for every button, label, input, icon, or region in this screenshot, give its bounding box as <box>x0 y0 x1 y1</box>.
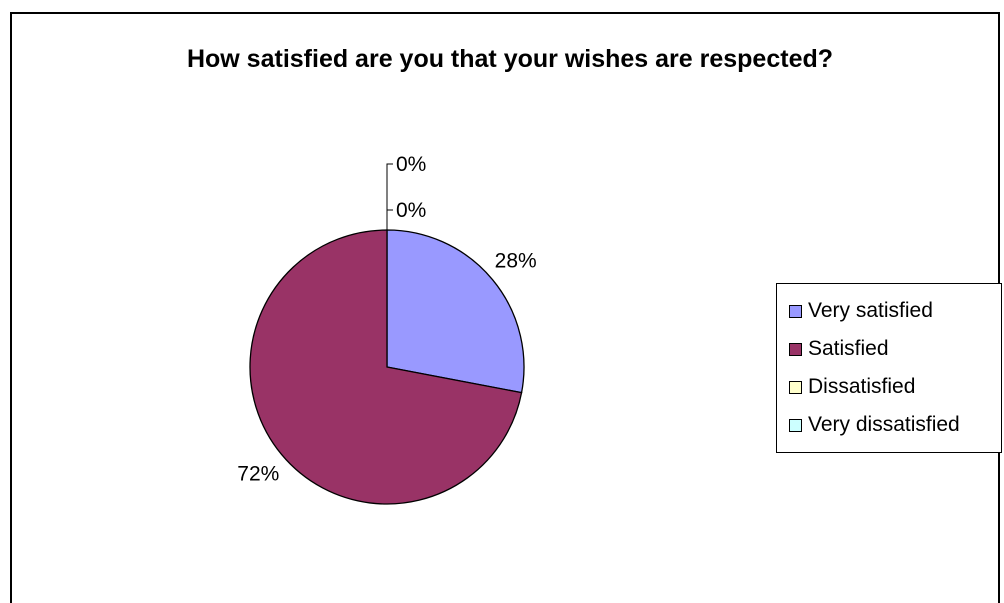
legend: Very satisfied Satisfied Dissatisfied Ve… <box>776 283 1002 453</box>
pie-slices <box>249 229 525 505</box>
legend-label: Very satisfied <box>808 299 933 322</box>
pie-slice-satisfied <box>249 229 523 505</box>
legend-label: Satisfied <box>808 337 889 360</box>
legend-item-satisfied: Satisfied <box>777 330 1001 368</box>
legend-swatch <box>789 380 802 394</box>
data-label-very-dissatisfied: 0% <box>396 153 426 176</box>
legend-item-very-satisfied: Very satisfied <box>777 292 1001 330</box>
legend-swatch <box>789 304 802 318</box>
data-label-dissatisfied: 0% <box>396 199 426 222</box>
leader-lines <box>386 163 393 230</box>
legend-item-dissatisfied: Dissatisfied <box>777 368 1001 406</box>
leader-line <box>386 209 393 230</box>
leader-line <box>386 163 393 230</box>
data-labels: 28% 72% 0% 0% <box>237 153 536 485</box>
pie-slice-very-satisfied <box>386 229 525 394</box>
legend-swatch <box>789 342 802 356</box>
legend-label: Dissatisfied <box>808 375 916 398</box>
legend-item-very-dissatisfied: Very dissatisfied <box>777 406 1001 444</box>
chart-title: How satisfied are you that your wishes a… <box>186 45 834 73</box>
legend-swatch <box>789 418 802 432</box>
data-label-satisfied: 72% <box>237 462 279 485</box>
legend-label: Very dissatisfied <box>808 413 960 436</box>
data-label-very-satisfied: 28% <box>495 250 537 273</box>
